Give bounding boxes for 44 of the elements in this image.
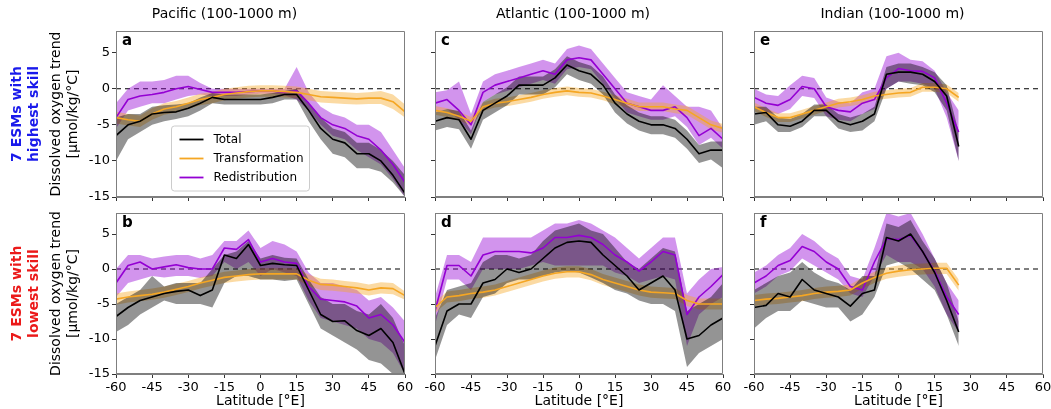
y-axis-title: Dissolved oxygen trend [μmol/kg/°C]: [47, 31, 80, 197]
y-tick-label: -15: [88, 188, 110, 204]
text: 7 ESMs with highest skill: [8, 65, 42, 163]
x-tick-label: 45: [998, 379, 1016, 395]
y-tick-label: -10: [88, 152, 110, 168]
x-tick-label: -45: [141, 379, 163, 395]
y-tick-label: -5: [97, 116, 110, 132]
y-tick-label: -15: [88, 365, 110, 381]
x-tick-label: -30: [496, 379, 518, 395]
legend-label: Total: [212, 131, 242, 146]
text: 7 ESMs with lowest skill: [8, 245, 42, 342]
y-tick-label: 0: [101, 80, 110, 96]
x-tick-label: -60: [743, 379, 765, 395]
x-tick-label: 30: [962, 379, 980, 395]
annotation: a: [122, 31, 133, 50]
y-tick-label: 0: [101, 260, 110, 276]
annotation: d: [441, 213, 452, 232]
y-tick-label: 5: [101, 225, 110, 241]
x-tick-label: 45: [360, 379, 378, 395]
y-tick-label: -10: [88, 330, 110, 346]
x-tick-label: 60: [396, 379, 414, 395]
annotation: b: [122, 213, 133, 232]
legend-label: Transformation: [212, 150, 304, 165]
annotation: c: [441, 31, 450, 50]
y-tick-label: 5: [101, 44, 110, 60]
x-tick-label: 30: [324, 379, 342, 395]
x-tick-label: 60: [714, 379, 732, 395]
chart-title: Indian (100-1000 m): [820, 5, 965, 22]
x-tick-label: -30: [815, 379, 837, 395]
legend-label: Redistribution: [213, 169, 298, 184]
x-tick-label: 60: [1034, 379, 1051, 395]
x-tick-label: -45: [460, 379, 482, 395]
x-tick-label: -45: [779, 379, 801, 395]
x-tick-label: 45: [678, 379, 696, 395]
x-tick-label: -60: [105, 379, 127, 395]
annotation: f: [760, 213, 767, 232]
x-tick-label: 30: [642, 379, 660, 395]
x-tick-label: -60: [424, 379, 446, 395]
y-axis-title: Dissolved oxygen trend [μmol/kg/°C]: [47, 211, 80, 376]
annotation: e: [760, 31, 771, 50]
chart-title: Pacific (100-1000 m): [151, 5, 298, 22]
chart-title: Atlantic (100-1000 m): [495, 5, 651, 22]
y-tick-label: -5: [97, 295, 110, 311]
x-tick-label: -30: [177, 379, 199, 395]
